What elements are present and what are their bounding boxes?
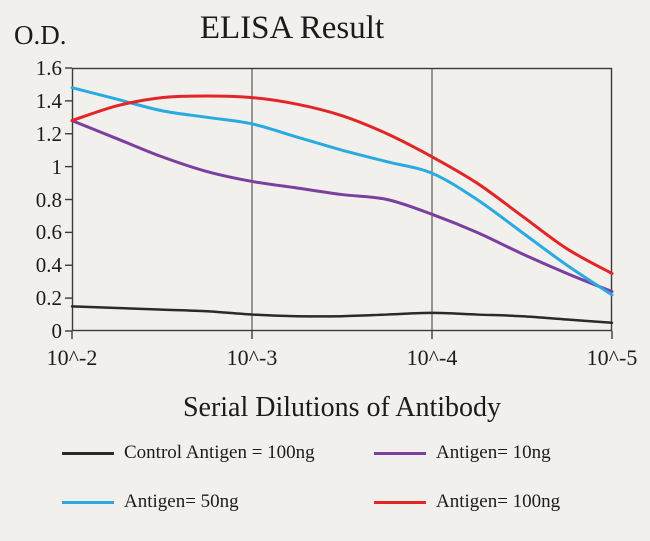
x-tick-label: 10^-2	[46, 345, 98, 370]
x-tick-label: 10^-4	[406, 345, 458, 370]
axis-border	[71, 67, 613, 332]
legend-line-swatch	[62, 451, 114, 455]
y-tick-label: 1.4	[35, 88, 62, 113]
y-tick-label: 1	[51, 154, 63, 179]
series-line-0	[70, 305, 614, 325]
plot-svg	[65, 67, 614, 339]
y-tick-label: 1.2	[35, 121, 62, 146]
x-axis-title: Serial Dilutions of Antibody	[182, 392, 502, 423]
legend-label: Control Antigen = 100ng	[124, 442, 315, 463]
series-line-1	[70, 119, 614, 294]
legend-label: Antigen= 100ng	[436, 491, 561, 512]
y-axis-corner-label: O.D.	[14, 20, 67, 50]
legend-line-swatch	[374, 500, 426, 504]
legend-item: Control Antigen = 100ng	[62, 442, 374, 464]
y-tick-label: 0.4	[35, 253, 62, 278]
y-tick-label: 1.6	[35, 56, 62, 80]
legend-label: Antigen= 10ng	[436, 442, 551, 463]
chart-title: ELISA Result	[199, 10, 385, 46]
y-tick-label: 0	[51, 319, 63, 343]
legend-label: Antigen= 50ng	[124, 491, 239, 512]
series-line-2	[70, 86, 614, 297]
legend-item: Antigen= 100ng	[374, 491, 622, 513]
legend-item: Antigen= 10ng	[374, 442, 622, 464]
legend: Control Antigen = 100ng Antigen= 10ng Anti…	[62, 442, 622, 513]
legend-item: Antigen= 50ng	[62, 491, 374, 513]
x-tick-label: 10^-5	[586, 345, 638, 370]
y-tick-label: 0.2	[35, 286, 62, 311]
y-tick-label: 0.8	[35, 187, 62, 212]
series-line-3	[70, 94, 614, 275]
plot-area: 0 0.2 0.4 0.6 0.8 1 1.2 1.4 1.6 10^-2 10^-3 10^-4 1…	[36, 57, 638, 370]
y-tick-label: 0.6	[35, 220, 62, 245]
x-tick-label: 10^-3	[226, 345, 278, 370]
legend-line-swatch	[374, 451, 426, 455]
legend-line-swatch	[62, 500, 114, 504]
